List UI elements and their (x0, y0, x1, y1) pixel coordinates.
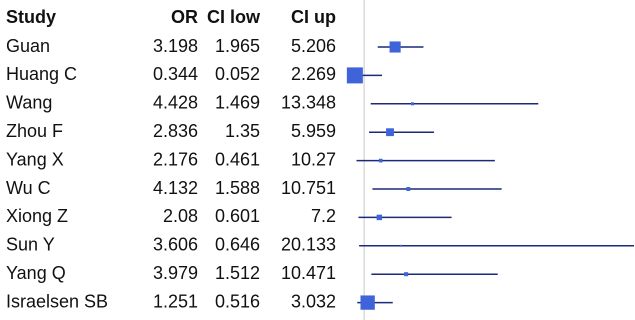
or-value: 2.08 (163, 206, 198, 226)
or-value: 2.836 (153, 121, 198, 141)
ci-up-value: 10.751 (281, 178, 336, 198)
ci-low-value: 0.461 (215, 149, 260, 169)
or-box (399, 244, 402, 247)
ci-low-value: 1.35 (225, 121, 260, 141)
or-value: 3.198 (153, 36, 198, 56)
ci-up-value: 10.27 (291, 149, 336, 169)
or-box (346, 67, 363, 84)
header-or: OR (171, 7, 198, 27)
study-name: Zhou F (6, 121, 63, 141)
or-box (389, 41, 401, 53)
header-study: Study (6, 7, 56, 27)
study-name: Yang Q (6, 263, 66, 283)
or-box (360, 295, 375, 310)
study-name: Xiong Z (6, 206, 68, 226)
or-box (376, 214, 383, 221)
or-value: 0.344 (153, 64, 198, 84)
or-box (404, 272, 409, 277)
ci-low-value: 1.512 (215, 263, 260, 283)
ci-low-value: 0.052 (215, 64, 260, 84)
ci-up-value: 3.032 (291, 291, 336, 311)
ci-up-value: 2.269 (291, 64, 336, 84)
or-value: 2.176 (153, 149, 198, 169)
study-name: Wang (6, 93, 52, 113)
ci-low-value: 1.965 (215, 36, 260, 56)
or-box (386, 128, 394, 137)
study-name: Guan (6, 36, 50, 56)
study-name: Wu C (6, 178, 51, 198)
or-value: 3.979 (153, 263, 198, 283)
study-name: Sun Y (6, 235, 55, 255)
or-value: 3.606 (153, 235, 198, 255)
ci-up-value: 5.206 (291, 36, 336, 56)
header-ci-low: CI low (207, 7, 261, 27)
ci-low-value: 0.601 (215, 206, 260, 226)
or-box (406, 187, 411, 191)
or-value: 4.132 (153, 178, 198, 198)
or-value: 4.428 (153, 93, 198, 113)
or-box (378, 158, 383, 163)
ci-up-value: 7.2 (311, 206, 336, 226)
header-ci-up: CI up (291, 7, 336, 27)
or-box (410, 102, 414, 106)
study-name: Yang X (6, 149, 64, 169)
ci-low-value: 1.588 (215, 178, 260, 198)
ci-up-value: 13.348 (281, 93, 336, 113)
study-name: Israelsen SB (6, 291, 108, 311)
ci-up-value: 5.959 (291, 121, 336, 141)
ci-low-value: 1.469 (215, 93, 260, 113)
ci-up-value: 10.471 (281, 263, 336, 283)
ci-low-value: 0.646 (215, 235, 260, 255)
or-value: 1.251 (153, 291, 198, 311)
study-name: Huang C (6, 64, 77, 84)
ci-low-value: 0.516 (215, 291, 260, 311)
ci-up-value: 20.133 (281, 235, 336, 255)
